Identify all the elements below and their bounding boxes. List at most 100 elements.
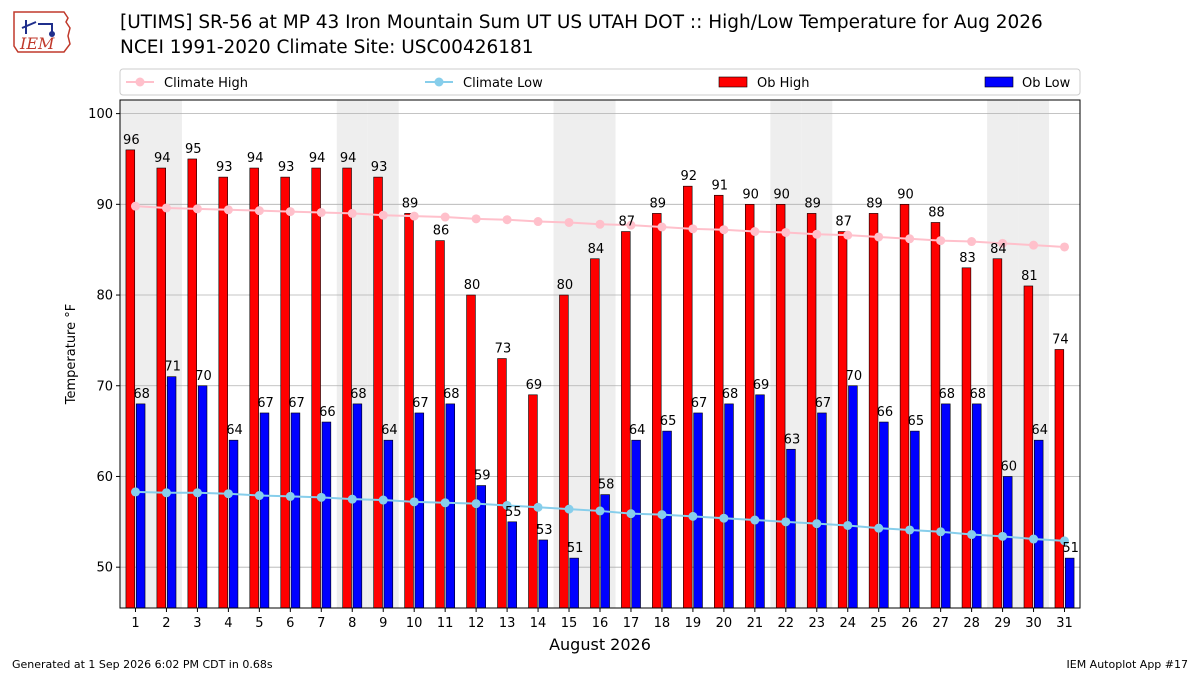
weekend-band bbox=[584, 100, 616, 608]
climate-high-point bbox=[564, 217, 574, 227]
ob-low-bar bbox=[879, 421, 889, 609]
climate-high-point bbox=[440, 212, 450, 222]
climate-high-point bbox=[285, 207, 295, 217]
ob-low-label: 68 bbox=[722, 387, 739, 402]
ob-low-bar bbox=[352, 403, 363, 609]
weekend-band bbox=[987, 100, 1019, 608]
ob-low-bar bbox=[910, 430, 920, 609]
climate-low-point bbox=[843, 520, 853, 530]
ob-low-label: 53 bbox=[536, 523, 553, 538]
ob-low-bar bbox=[1064, 557, 1075, 609]
climate-lines bbox=[130, 201, 1070, 546]
ob-high-label: 87 bbox=[835, 215, 852, 230]
ob-low-label: 64 bbox=[629, 423, 646, 438]
legend-ob-low-swatch bbox=[984, 76, 1014, 88]
ob-low-label: 55 bbox=[505, 505, 522, 520]
ob-high-bar bbox=[559, 294, 569, 609]
ob-low-label: 68 bbox=[969, 387, 986, 402]
ob-low-label: 69 bbox=[753, 378, 770, 393]
x-tick-label: 12 bbox=[468, 616, 485, 631]
ob-high-bar bbox=[249, 167, 259, 609]
y-tick-label: 100 bbox=[88, 107, 113, 122]
ob-high-label: 84 bbox=[990, 242, 1007, 257]
x-tick-label: 29 bbox=[994, 616, 1011, 631]
x-tick-label: 11 bbox=[437, 616, 454, 631]
ob-high-bar bbox=[744, 204, 755, 609]
ob-low-label: 64 bbox=[381, 423, 398, 438]
weekend-band bbox=[801, 100, 833, 608]
ob-high-bar bbox=[125, 149, 136, 609]
legend-box bbox=[119, 68, 1081, 96]
climate-high-point bbox=[843, 230, 853, 240]
climate-high-point bbox=[967, 237, 977, 247]
ob-high-label: 94 bbox=[309, 151, 326, 166]
climate-high-point bbox=[874, 232, 884, 242]
ob-low-label: 51 bbox=[567, 541, 584, 556]
ob-low-bar bbox=[228, 439, 239, 609]
plot-frame bbox=[119, 99, 1081, 609]
ob-high-label: 89 bbox=[866, 196, 883, 211]
y-tick-label: 70 bbox=[96, 379, 113, 394]
ob-low-bar bbox=[321, 421, 332, 609]
climate-high-point bbox=[812, 229, 822, 239]
climate-high-point bbox=[130, 201, 140, 211]
x-tick-label: 13 bbox=[499, 616, 516, 631]
x-tick-label: 5 bbox=[255, 616, 263, 631]
ob-low-label: 66 bbox=[319, 405, 336, 420]
ob-high-label: 86 bbox=[433, 224, 450, 239]
x-tick-label: 24 bbox=[839, 616, 856, 631]
ob-high-bar bbox=[930, 222, 941, 609]
ob-high-label: 74 bbox=[1052, 332, 1069, 347]
climate-low-point bbox=[626, 509, 636, 519]
x-tick-label: 3 bbox=[193, 616, 201, 631]
climate-low-point bbox=[316, 492, 326, 502]
weekend-band bbox=[150, 100, 182, 608]
x-tick-label: 18 bbox=[654, 616, 671, 631]
ob-low-bar bbox=[662, 430, 672, 609]
bars bbox=[125, 149, 1075, 609]
x-tick-label: 22 bbox=[778, 616, 795, 631]
weekend-band bbox=[336, 100, 368, 608]
ob-low-bar bbox=[724, 403, 734, 609]
ob-high-label: 81 bbox=[1021, 269, 1038, 284]
climate-low-point bbox=[936, 527, 946, 537]
climate-high-point bbox=[347, 208, 357, 218]
ob-low-label: 70 bbox=[846, 369, 863, 384]
legend-ob-high-swatch bbox=[718, 76, 748, 88]
ob-low-bar bbox=[848, 385, 858, 609]
ob-high-label: 89 bbox=[804, 196, 821, 211]
ob-high-label: 83 bbox=[959, 251, 976, 266]
climate-high-point bbox=[905, 234, 915, 244]
ob-high-label: 84 bbox=[588, 242, 605, 257]
ob-high-bar bbox=[497, 358, 507, 609]
ob-low-label: 67 bbox=[257, 396, 274, 411]
ob-high-label: 94 bbox=[340, 151, 357, 166]
climate-high-point bbox=[192, 204, 202, 214]
climate-high-point bbox=[409, 211, 419, 221]
weekend-band bbox=[770, 100, 802, 608]
ob-low-label: 59 bbox=[474, 469, 491, 484]
climate-low-point bbox=[471, 499, 481, 509]
climate-high-point bbox=[1029, 240, 1039, 250]
climate-high-point bbox=[502, 215, 512, 225]
climate-low-point bbox=[378, 495, 388, 505]
x-tick-label: 27 bbox=[932, 616, 949, 631]
ob-high-label: 80 bbox=[557, 278, 574, 293]
climate-low-point bbox=[781, 517, 791, 527]
ob-low-label: 71 bbox=[164, 360, 181, 375]
ob-low-label: 66 bbox=[877, 405, 894, 420]
climate-low-point bbox=[967, 530, 977, 540]
climate-high-point bbox=[657, 222, 667, 232]
weekend-band bbox=[1018, 100, 1050, 608]
ob-high-bar bbox=[899, 204, 910, 609]
y-tick-label: 50 bbox=[96, 561, 113, 576]
climate-low-point bbox=[564, 504, 574, 514]
climate-low-point bbox=[347, 494, 357, 504]
ob-high-label: 73 bbox=[495, 342, 512, 357]
climate-low-point bbox=[223, 489, 233, 499]
ob-low-bar bbox=[414, 412, 425, 609]
generated-timestamp: Generated at 1 Sep 2026 6:02 PM CDT in 0… bbox=[12, 658, 273, 671]
x-tick-label: 31 bbox=[1056, 616, 1073, 631]
climate-high-point bbox=[1060, 242, 1070, 252]
ob-low-bar bbox=[786, 448, 796, 609]
